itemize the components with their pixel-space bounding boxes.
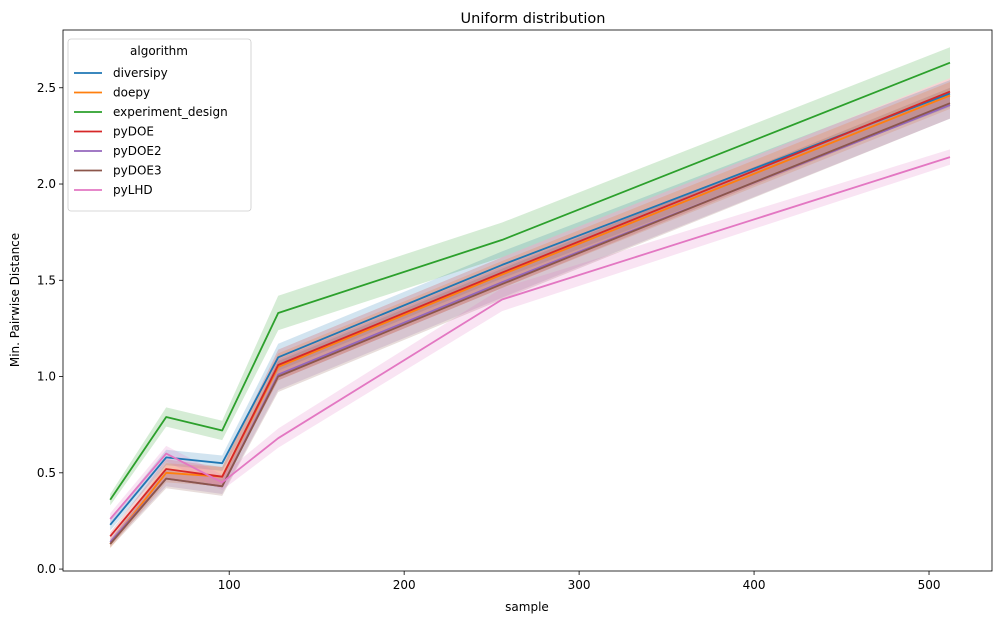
series-line-pyLHD [109, 156, 951, 520]
legend-entry-pyLHD: pyLHD [113, 183, 153, 197]
chart-title: Uniform distribution [461, 11, 606, 27]
series-lines [109, 61, 951, 545]
y-tick-label: 2.5 [37, 81, 56, 95]
band-pyDOE [110, 78, 950, 541]
band-pyDOE3 [110, 87, 950, 548]
series-line-experiment_design [109, 61, 951, 501]
y-tick-label: 0.0 [37, 562, 56, 576]
y-tick-label: 2.0 [37, 177, 56, 191]
legend: algorithm diversipy doepy experiment_desig… [67, 38, 252, 212]
x-axis: 100 200 300 400 500 [218, 571, 941, 592]
x-tick-label: 500 [918, 578, 941, 592]
legend-entry-pyDOE3: pyDOE3 [113, 164, 162, 178]
legend-box [67, 38, 252, 212]
series-line-pyDOE [109, 90, 951, 537]
x-tick-label: 200 [393, 578, 416, 592]
y-tick-label: 1.0 [37, 370, 56, 384]
x-tick-label: 400 [743, 578, 766, 592]
x-axis-label: sample [505, 600, 549, 614]
y-axis: 0.0 0.5 1.0 1.5 2.0 2.5 [37, 81, 63, 576]
legend-entry-pyDOE: pyDOE [113, 125, 154, 139]
legend-entry-pyDOE2: pyDOE2 [113, 144, 162, 158]
x-tick-label: 300 [568, 578, 591, 592]
legend-entry-diversipy: diversipy [113, 66, 168, 80]
series-line-pyDOE3 [109, 102, 951, 545]
y-tick-label: 1.5 [37, 273, 56, 287]
band-pyLHD [110, 149, 950, 525]
y-axis-label: Min. Pairwise Distance [8, 233, 22, 367]
x-tick-label: 100 [218, 578, 241, 592]
band-experiment_design [110, 47, 950, 506]
y-tick-label: 0.5 [37, 466, 56, 480]
plot-frame [62, 29, 993, 572]
legend-entry-doepy: doepy [113, 86, 150, 100]
series-line-diversipy [109, 92, 951, 526]
legend-entry-experiment_design: experiment_design [113, 105, 228, 119]
legend-title: algorithm [130, 44, 188, 58]
